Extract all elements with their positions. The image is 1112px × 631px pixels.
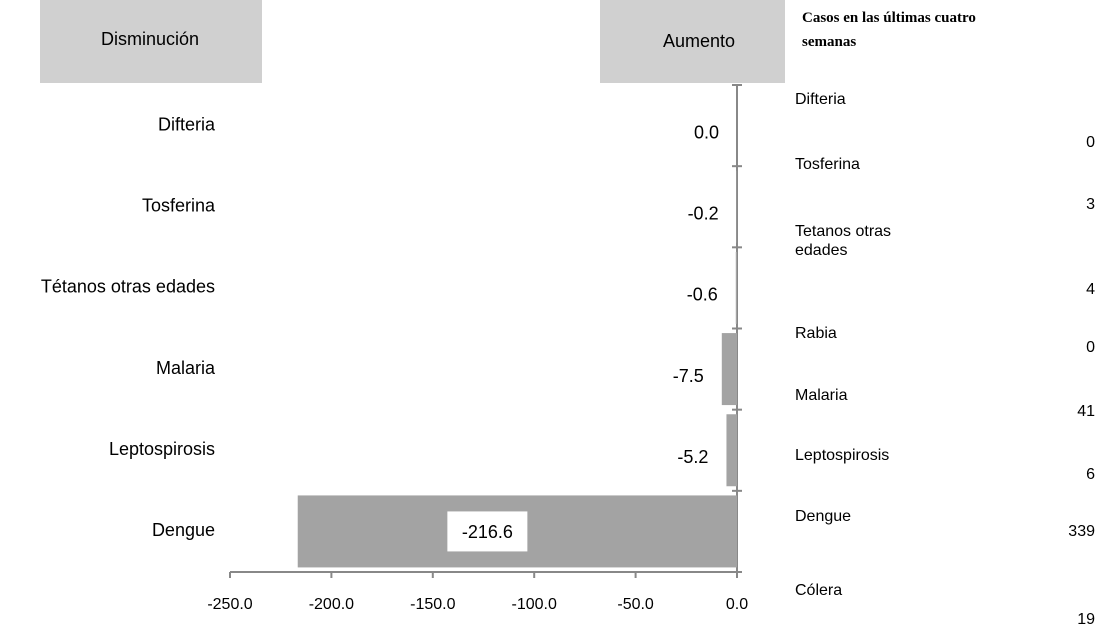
table-header: Casos en las últimas cuatro semanas [802,10,976,50]
category-label: Leptospirosis [109,439,215,459]
value-label: -216.6 [462,522,513,542]
x-tick-label: -100.0 [512,596,557,613]
bar [726,414,737,487]
table-disease: Tosferina [795,156,860,173]
table-disease: Rabia [795,325,837,342]
table-disease: Leptospirosis [795,447,890,464]
table-disease: Cólera [795,582,843,599]
x-tick-label: -150.0 [410,596,455,613]
table-disease: Difteria [795,91,846,108]
value-label: -7.5 [673,366,704,386]
table-count: 4 [1086,281,1095,298]
value-label: -5.2 [677,447,708,467]
table-count: 6 [1086,466,1095,483]
x-tick-label: 0.0 [726,596,748,613]
x-tick-label: -200.0 [309,596,354,613]
category-label: Dengue [152,520,215,540]
bar [735,251,737,324]
category-label: Malaria [156,358,216,378]
category-label: Tosferina [142,196,216,216]
value-label: 0.0 [694,122,719,142]
x-tick-label: -250.0 [207,596,252,613]
header-box [40,0,262,83]
x-tick-label: -50.0 [617,596,654,613]
value-label: -0.2 [688,204,719,224]
header-left: Disminución [101,29,199,49]
category-label: Tétanos otras edades [41,277,215,297]
value-label-box [447,511,528,552]
table-count: 3 [1086,196,1095,213]
table-disease: Dengue [795,508,852,525]
table-count: 19 [1077,611,1095,628]
bar [721,333,737,406]
category-label: Difteria [158,114,216,134]
table-disease: Malaria [795,387,848,404]
header-right: Aumento [663,31,735,51]
table-count: 339 [1068,523,1095,540]
header-box [600,0,785,83]
table-count: 41 [1077,403,1095,420]
value-label: -0.6 [687,285,718,305]
table-count: 0 [1086,134,1095,151]
table-disease: Tetanos otras edades [795,223,892,259]
table-count: 0 [1086,339,1095,356]
